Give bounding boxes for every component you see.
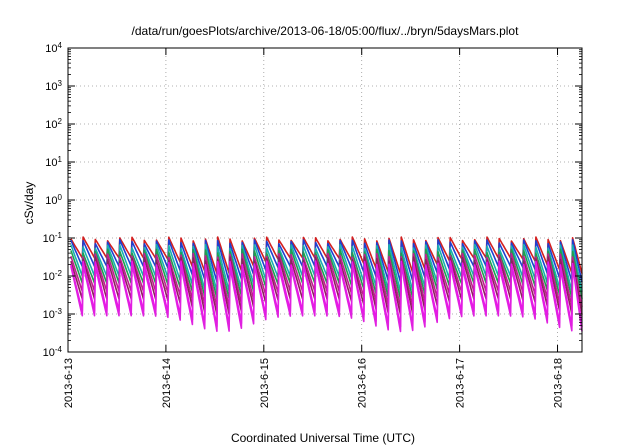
series-group: [70, 236, 583, 333]
x-tick-label: 2013-6-15: [259, 358, 271, 408]
x-tick-label: 2013-6-14: [161, 358, 173, 408]
x-axis: 2013-6-13 2013-6-14 2013-6-15 2013-6-16 2013…: [63, 48, 565, 408]
x-tick-label: 2013-6-16: [357, 358, 369, 408]
x-tick-label: 2013-6-13: [63, 358, 75, 408]
x-axis-label: Coordinated Universal Time (UTC): [231, 431, 415, 445]
series-line-8: [70, 263, 583, 333]
chart-title: /data/run/goesPlots/archive/2013-06-18/0…: [132, 24, 520, 38]
x-tick-label: 2013-6-17: [455, 358, 467, 408]
x-tick-label: 2013-6-18: [553, 358, 565, 408]
y-axis-label: cSv/day: [22, 182, 36, 225]
